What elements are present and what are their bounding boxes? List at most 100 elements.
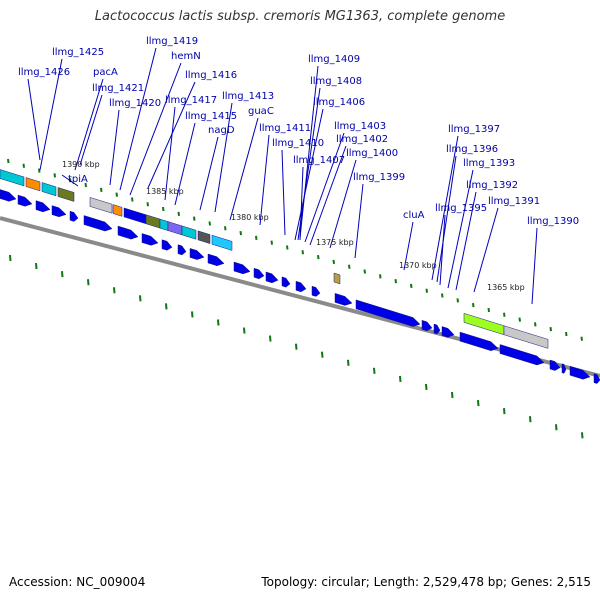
tick-outer <box>518 317 521 322</box>
tick-lower <box>191 311 194 318</box>
gene-label-hemN: hemN <box>171 51 201 62</box>
tick-outer <box>394 279 397 284</box>
leader-llmg_1402 <box>309 145 347 246</box>
cds-arrow <box>35 200 51 213</box>
tick-lower <box>451 391 454 399</box>
tick-lower <box>243 327 246 334</box>
tick-outer <box>549 327 552 332</box>
tick-lower <box>113 287 116 294</box>
feature-block <box>145 214 161 229</box>
gene-label-llmg_1411: llmg_1411 <box>259 123 311 134</box>
feature-block <box>167 221 183 236</box>
gene-label-llmg_1393: llmg_1393 <box>463 158 515 169</box>
tick-outer <box>472 303 475 308</box>
cds-arrow <box>265 271 279 284</box>
gene-label-llmg_1410: llmg_1410 <box>272 138 324 149</box>
leader-llmg_1397 <box>431 135 459 281</box>
cds-arrow <box>0 189 17 202</box>
tick-lower <box>503 408 506 415</box>
cds-arrow <box>433 323 441 335</box>
tick-outer <box>441 293 444 298</box>
leader-llmg_1417 <box>164 106 176 201</box>
tick-outer <box>208 221 211 226</box>
leader-tpiA <box>61 174 79 187</box>
kbp-marker: 1375 kbp <box>316 238 354 247</box>
tick-lower <box>425 383 428 391</box>
tick-lower <box>477 399 480 407</box>
cds-arrow <box>69 210 79 222</box>
leader-llmg_1413 <box>214 102 233 213</box>
leader-llmg_1416 <box>147 81 196 189</box>
gene-label-llmg_1415: llmg_1415 <box>185 111 237 122</box>
tick-outer <box>348 264 351 269</box>
leader-hemN <box>129 62 182 196</box>
feature-block <box>57 187 75 202</box>
leader-llmg_1391 <box>473 207 499 293</box>
leader-llmg_1408 <box>297 87 321 241</box>
gene-label-llmg_1419: llmg_1419 <box>146 36 198 47</box>
tick-outer <box>255 235 258 241</box>
cds-arrow <box>499 344 545 366</box>
tick-lower <box>555 424 558 431</box>
tick-outer <box>7 158 10 164</box>
kbp-marker: 1385 kbp <box>146 187 184 196</box>
feature-block <box>0 169 25 187</box>
gene-label-llmg_1402: llmg_1402 <box>336 134 388 145</box>
gene-label-llmg_1421: llmg_1421 <box>92 83 144 94</box>
tick-outer <box>84 182 87 188</box>
leader-llmg_1393 <box>447 169 474 289</box>
gene-label-llmg_1409: llmg_1409 <box>308 54 360 65</box>
feature-block <box>25 177 41 192</box>
leader-llmg_1406 <box>294 108 324 241</box>
tick-outer <box>115 192 118 197</box>
cds-arrow <box>177 244 187 256</box>
tick-outer <box>363 269 366 274</box>
gene-label-llmg_1425: llmg_1425 <box>52 47 104 58</box>
cds-arrow <box>83 215 113 232</box>
cds-arrow <box>561 363 567 374</box>
cds-arrow <box>51 205 67 218</box>
leader-nagD <box>199 136 219 211</box>
cds-arrow <box>459 331 499 351</box>
feature-block <box>211 234 233 251</box>
feature-block <box>89 197 113 214</box>
gene-label-llmg_1416: llmg_1416 <box>185 70 237 81</box>
tick-outer <box>301 250 304 255</box>
cds-arrow <box>17 194 33 207</box>
feature-block <box>503 325 549 349</box>
kbp-marker: 1390 kbp <box>62 160 100 169</box>
feature-block <box>463 313 505 336</box>
tick-marks <box>7 158 584 439</box>
gene-label-llmg_1400: llmg_1400 <box>346 148 398 159</box>
leader-llmg_1409 <box>299 65 319 239</box>
leader-llmg_1411 <box>259 134 270 226</box>
gene-label-llmg_1413: llmg_1413 <box>222 91 274 102</box>
gene-label-llmg_1396: llmg_1396 <box>446 144 498 155</box>
topology-stats: Topology: circular; Length: 2,529,478 bp… <box>261 575 591 589</box>
tick-outer <box>379 274 382 279</box>
leader-llmg_1396 <box>436 155 457 283</box>
cds-arrow <box>253 267 265 280</box>
tick-outer <box>534 322 537 327</box>
tick-outer <box>565 331 568 337</box>
tick-outer <box>270 240 273 245</box>
cds-arrow <box>281 276 291 288</box>
gene-label-nagD: nagD <box>208 125 235 136</box>
tick-outer <box>224 226 227 231</box>
cds-arrow <box>189 248 205 260</box>
tick-lower <box>373 367 376 374</box>
leader-llmg_1400 <box>329 159 357 249</box>
tick-outer <box>425 288 428 293</box>
feature-block <box>181 225 197 240</box>
leader-llmg_1425 <box>39 58 63 171</box>
gene-label-llmg_1403: llmg_1403 <box>334 121 386 132</box>
leader-llmg_1399 <box>354 183 364 259</box>
cds-arrow <box>334 293 353 306</box>
gene-label-llmg_1426: llmg_1426 <box>18 67 70 78</box>
tick-outer <box>22 163 25 168</box>
gene-label-guaC: guaC <box>248 106 274 117</box>
tick-outer <box>239 230 242 236</box>
cds-arrow <box>295 280 307 293</box>
kbp-marker: 1380 kbp <box>231 213 269 222</box>
